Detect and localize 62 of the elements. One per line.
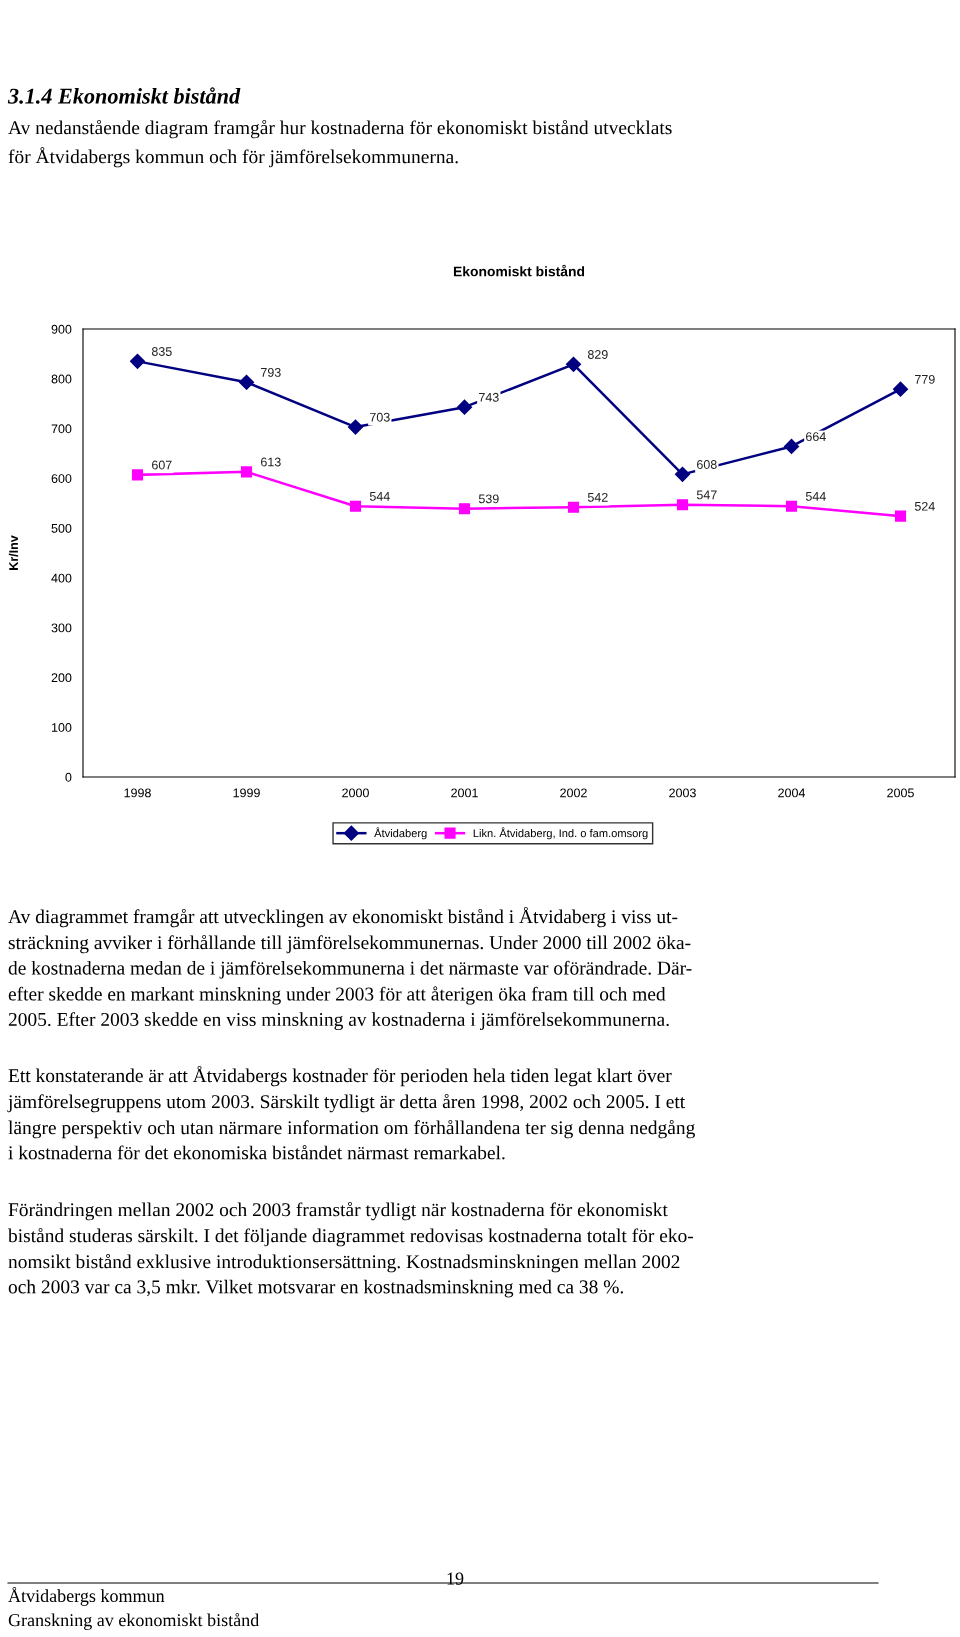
point <box>129 353 146 369</box>
point <box>567 501 580 513</box>
point <box>458 503 471 515</box>
point <box>785 500 798 512</box>
point <box>456 399 473 415</box>
data-label: 608 <box>697 460 717 469</box>
point <box>238 374 255 390</box>
data-label: 607 <box>152 460 172 470</box>
legend-label: Åtvidaberg <box>374 827 427 840</box>
point <box>240 466 253 478</box>
point <box>676 499 689 511</box>
x-tick-label: 1998 <box>124 788 151 798</box>
text: Granskning av ekonomiskt bistånd <box>8 1613 260 1630</box>
data-label: 835 <box>151 347 172 356</box>
point <box>565 356 582 372</box>
data-label: 829 <box>587 350 608 359</box>
data-label: 793 <box>261 367 281 377</box>
y-tick-label: 300 <box>51 623 72 633</box>
y-tick-label: 800 <box>51 374 72 384</box>
point <box>674 466 691 482</box>
x-tick-label: 1999 <box>233 788 260 798</box>
data-label: 539 <box>478 494 499 504</box>
data-label: 524 <box>914 501 935 511</box>
y-tick-label: 0 <box>65 772 72 782</box>
point <box>131 469 144 481</box>
point <box>347 419 364 435</box>
y-tick-label: 700 <box>51 424 72 434</box>
y-tick-label: 500 <box>51 523 72 533</box>
x-tick-label: 2004 <box>778 788 806 798</box>
text: Ett konstaterande är att Åtvidabergs kostnader för perioden hela tiden legat klart över jämförelsegruppens utom 2003. Särskilt tydligt är detta åren 1998, 2002 och 2005. I ett längre perspektiv och utan närmare information om förhållandena ter sig denna nedgång i kostnaderna för det ekonomiska biståndet närmast remarkabel. <box>7 1066 695 1160</box>
chart-title: Ekonomiskt bistånd <box>453 264 585 277</box>
y-tick-label: 400 <box>51 573 72 583</box>
data-label: 544 <box>369 492 390 501</box>
y-tick-label: 100 <box>51 723 72 732</box>
y-axis-title: Kr/Inv <box>8 535 19 570</box>
x-tick-label: 2000 <box>342 788 369 798</box>
x-tick-label: 2003 <box>669 788 696 798</box>
data-label: 703 <box>370 412 390 422</box>
point <box>894 510 907 522</box>
text: Av nedanstående diagram framgår hur kostnaderna för ekonomiskt bistånd utvecklats för Åtvidabergs kommun och för jämförelsekommunerna. <box>8 120 672 168</box>
point <box>892 381 909 397</box>
data-label: 547 <box>696 490 717 500</box>
legend-label: Likn. Åtvidaberg, Ind. o fam.omsorg <box>473 827 648 840</box>
data-label: 544 <box>805 492 826 501</box>
y-tick-label: 900 <box>51 324 72 334</box>
data-label: 542 <box>587 492 608 502</box>
text: 19 <box>447 1572 464 1585</box>
point <box>783 438 800 455</box>
x-tick-label: 2002 <box>560 788 587 798</box>
text: 3.1.4 Ekonomiskt bistånd <box>7 87 241 104</box>
x-tick-label: 2005 <box>887 788 914 798</box>
text: Åtvidabergs kommun <box>8 1587 165 1606</box>
text: Förändringen mellan 2002 och 2003 framstår tydligt när kostnaderna för ekonomiskt bistånd studeras särskilt. I det följande diagrammet redovisas kostnaderna totalt för eko- nomsikt bistånd exklusive introduktionsersättning. Kostnadsminskningen mellan 2002 och 2003 var ca 3,5 mkr. Vilket motsvarar en kostnadsminskning med ca 38 %. <box>8 1202 694 1298</box>
data-label: 613 <box>261 457 281 467</box>
data-label: 743 <box>479 392 499 402</box>
data-label: 779 <box>915 374 935 384</box>
y-tick-label: 200 <box>51 673 72 683</box>
data-label: 664 <box>806 432 826 442</box>
y-tick-label: 600 <box>51 474 72 483</box>
x-tick-label: 2001 <box>451 788 478 798</box>
text: Av diagrammet framgår att utvecklingen av ekonomiskt bistånd i Åtvidaberg i viss ut- sträckning avviker i förhållande till jämförelsekommunernas. Under 2000 till 2002 öka- de kostnaderna medan de i jämförelsekommunerna i det närmaste var oförändrade. Där- efter skedde en markant minskning under 2003 för att återigen öka fram till och med 2005. Efter 2003 skedde en viss minskning av kostnaderna i jämförelsekommunerna. <box>8 907 692 1031</box>
point <box>349 500 362 512</box>
